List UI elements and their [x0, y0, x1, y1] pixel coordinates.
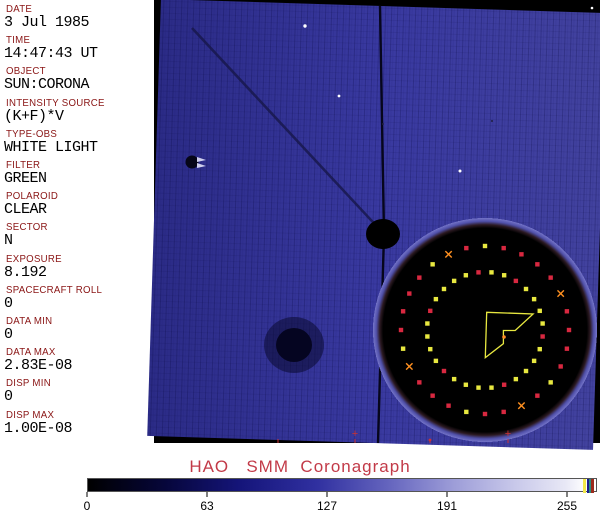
svg-text:0: 0 — [84, 499, 91, 512]
svg-text:63: 63 — [200, 499, 214, 512]
svg-text:191: 191 — [437, 499, 457, 512]
svg-text:127: 127 — [317, 499, 337, 512]
svg-text:+: + — [352, 428, 358, 440]
svg-text:255: 255 — [557, 499, 577, 512]
svg-text:+: + — [505, 428, 511, 440]
